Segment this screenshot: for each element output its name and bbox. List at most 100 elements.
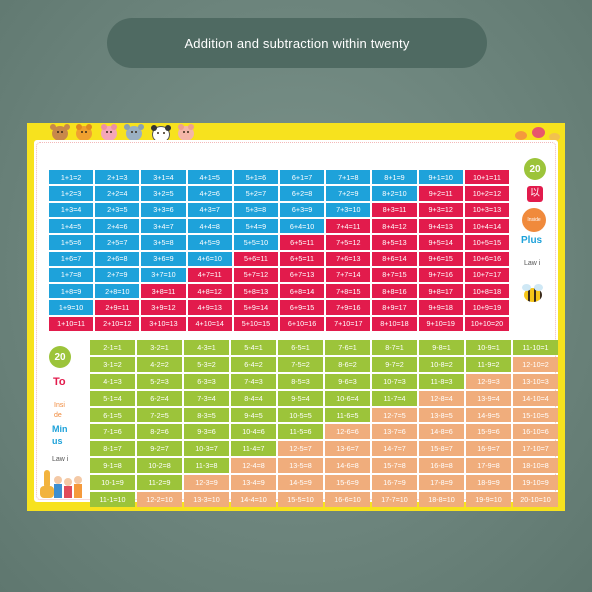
pig-icon — [178, 124, 194, 141]
subtraction-cell: 6-3=3 — [184, 373, 229, 389]
addition-cell: 3+9=12 — [141, 300, 186, 315]
addition-cell: 8+4=12 — [372, 218, 417, 234]
subtraction-cell: 14-7=7 — [372, 441, 417, 457]
subtraction-cell: 12-5=7 — [278, 441, 323, 457]
subtraction-table: 2-1=1 3-2=1 4-3=1 5-4=1 6-5=1 7-6=1 8-7=1 9-8=1… — [90, 340, 558, 507]
addition-cell: 2+9=11 — [95, 300, 140, 315]
addition-cell: 8+10=18 — [372, 316, 417, 331]
subtraction-cell: 2-1=1 — [90, 340, 135, 355]
subtraction-cell: 7-5=2 — [278, 356, 323, 372]
minus-label-part1: Min — [52, 424, 68, 434]
subtraction-cell: 8-2=6 — [137, 424, 182, 440]
addition-cell: 3+5=8 — [141, 235, 186, 250]
subtraction-cell: 6-2=4 — [137, 390, 182, 406]
addition-cell: 7+8=15 — [326, 284, 371, 299]
subtraction-cell: 17-7=10 — [372, 492, 417, 507]
inside-label-part2: de — [54, 412, 62, 419]
candy-icon — [515, 131, 527, 140]
subtraction-cell: 13-6=7 — [325, 441, 370, 457]
addition-cell: 1+7=8 — [49, 267, 94, 283]
subtraction-cell: 9-6=3 — [325, 373, 370, 389]
subtraction-cell: 9-4=5 — [231, 407, 276, 423]
subtraction-cell: 6-5=1 — [278, 340, 323, 355]
addition-cell: 7+3=10 — [326, 202, 371, 217]
addition-cell: 7+6=13 — [326, 251, 371, 266]
addition-cell: 4+6=10 — [187, 251, 232, 266]
subtraction-cell: 12-2=10 — [137, 492, 182, 507]
addition-cell: 5+10=15 — [233, 316, 278, 331]
subtraction-cell: 14-10=4 — [513, 390, 558, 406]
addition-char-label: 以 — [527, 186, 543, 202]
subtraction-cell: 11-6=5 — [325, 407, 370, 423]
lollipop-icon — [532, 127, 545, 138]
addition-cell: 1+3=4 — [49, 202, 94, 217]
addition-cell: 9+10=19 — [418, 316, 463, 331]
law-label-top: Law i — [524, 260, 541, 267]
subtraction-cell: 15-5=10 — [278, 492, 323, 507]
subtraction-cell: 12-10=2 — [513, 356, 558, 372]
subtraction-cell: 14-6=8 — [325, 458, 370, 474]
subtraction-cell: 9-2=7 — [137, 441, 182, 457]
addition-cell: 9+2=11 — [418, 186, 463, 201]
addition-cell: 1+10=11 — [49, 316, 94, 331]
addition-cell: 7+9=16 — [326, 300, 371, 315]
table-sheet: 1+1=2 2+1=3 3+1=4 4+1=5 5+1=6 6+1=7 7+1=8 8+1=9… — [34, 140, 558, 507]
addition-cell: 6+2=8 — [280, 186, 325, 201]
addition-cell: 3+2=5 — [141, 186, 186, 201]
monkey-icon — [50, 124, 70, 141]
subtraction-cell: 17-9=8 — [466, 458, 511, 474]
addition-cell: 9+3=12 — [418, 202, 463, 217]
koala-icon — [124, 124, 144, 141]
subtraction-cell: 17-10=7 — [513, 441, 558, 457]
addition-cell: 2+3=5 — [95, 202, 140, 217]
addition-cell: 4+9=13 — [187, 300, 232, 315]
addition-cell: 5+5=10 — [233, 235, 278, 250]
subtraction-cell: 11-9=2 — [466, 356, 511, 372]
addition-cell: 10+7=17 — [464, 267, 509, 283]
addition-cell: 8+9=17 — [372, 300, 417, 315]
subtraction-cell: 11-10=1 — [513, 340, 558, 355]
bee-icon — [520, 284, 546, 304]
subtraction-cell: 5-2=3 — [137, 373, 182, 389]
addition-cell: 5+1=6 — [233, 170, 278, 185]
addition-cell: 10+1=11 — [464, 170, 509, 185]
addition-cell: 7+5=12 — [326, 235, 371, 250]
subtraction-cell: 10-1=9 — [90, 475, 135, 491]
addition-cell: 1+8=9 — [49, 284, 94, 299]
addition-cell: 4+7=11 — [187, 267, 232, 283]
subtraction-cell: 13-9=4 — [466, 390, 511, 406]
addition-cell: 8+6=14 — [372, 251, 417, 266]
subtraction-cell: 4-2=2 — [137, 356, 182, 372]
addition-cell: 1+9=10 — [49, 300, 94, 315]
subtraction-cell: 13-7=6 — [372, 424, 417, 440]
subtraction-cell: 10-9=1 — [466, 340, 511, 355]
subtraction-cell: 15-8=7 — [419, 441, 464, 457]
addition-cell: 4+2=6 — [187, 186, 232, 201]
subtraction-cell: 15-10=5 — [513, 407, 558, 423]
subtraction-cell: 18-8=10 — [419, 492, 464, 507]
addition-cell: 7+7=14 — [326, 267, 371, 283]
addition-cell: 7+1=8 — [326, 170, 371, 185]
subtraction-cell: 7-1=6 — [90, 424, 135, 440]
subtraction-cell: 19-10=9 — [513, 475, 558, 491]
subtraction-cell: 12-3=9 — [184, 475, 229, 491]
subtraction-cell: 10-5=5 — [278, 407, 323, 423]
subtraction-cell: 15-6=9 — [325, 475, 370, 491]
subtraction-cell: 14-8=6 — [419, 424, 464, 440]
addition-cell: 9+9=18 — [418, 300, 463, 315]
subtraction-cell: 10-2=8 — [137, 458, 182, 474]
subtraction-cell: 8-6=2 — [325, 356, 370, 372]
addition-cell: 10+8=18 — [464, 284, 509, 299]
subtraction-cell: 7-6=1 — [325, 340, 370, 355]
addition-cell: 9+1=10 — [418, 170, 463, 185]
addition-cell: 10+2=12 — [464, 186, 509, 201]
addition-cell: 2+7=9 — [95, 267, 140, 283]
subtraction-cell: 17-8=9 — [419, 475, 464, 491]
subtraction-cell: 14-9=5 — [466, 407, 511, 423]
addition-cell: 6+3=9 — [280, 202, 325, 217]
subtraction-cell: 16-10=6 — [513, 424, 558, 440]
addition-cell: 6+4=10 — [280, 218, 325, 234]
addition-cell: 4+5=9 — [187, 235, 232, 250]
subtraction-cell: 7-2=5 — [137, 407, 182, 423]
subtraction-cell: 13-8=5 — [419, 407, 464, 423]
